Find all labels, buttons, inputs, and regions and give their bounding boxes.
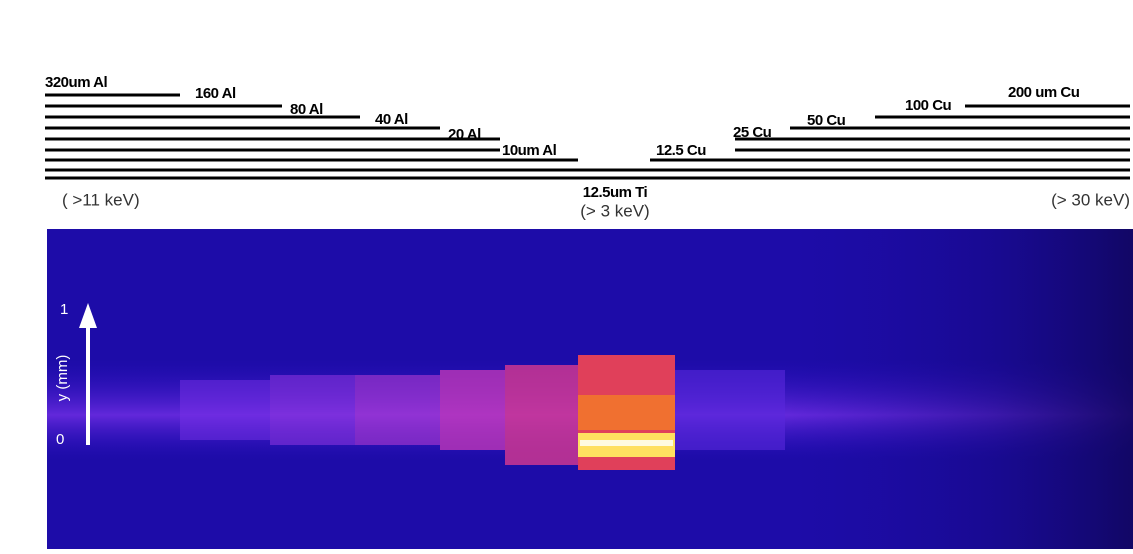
filter-lines: [45, 93, 1130, 180]
filter-label: 12.5 Cu: [656, 142, 706, 159]
filter-label: 50 Cu: [807, 112, 846, 129]
energy-label: (> 3 keV): [580, 201, 649, 220]
filter-label: 25 Cu: [733, 124, 772, 141]
axis-tick: 1: [60, 301, 68, 318]
axis-label: y (mm): [54, 355, 71, 402]
filter-label: 40 Al: [375, 111, 408, 128]
filter-label: 160 Al: [195, 85, 236, 102]
detector-image: 1 0 y (mm): [47, 229, 1133, 549]
filter-label: 100 Cu: [905, 97, 952, 114]
filter-label: 80 Al: [290, 101, 323, 118]
filter-label: 200 um Cu: [1008, 84, 1080, 101]
filter-label: 320um Al: [45, 74, 107, 91]
filter-label: 12.5um Ti: [583, 184, 648, 201]
filter-label: 20 Al: [448, 126, 481, 143]
energy-label: ( >11 keV): [62, 190, 140, 209]
filter-label: 10um Al: [502, 142, 557, 159]
energy-label: (> 30 keV): [1051, 190, 1130, 209]
axis-tick: 0: [56, 431, 64, 448]
